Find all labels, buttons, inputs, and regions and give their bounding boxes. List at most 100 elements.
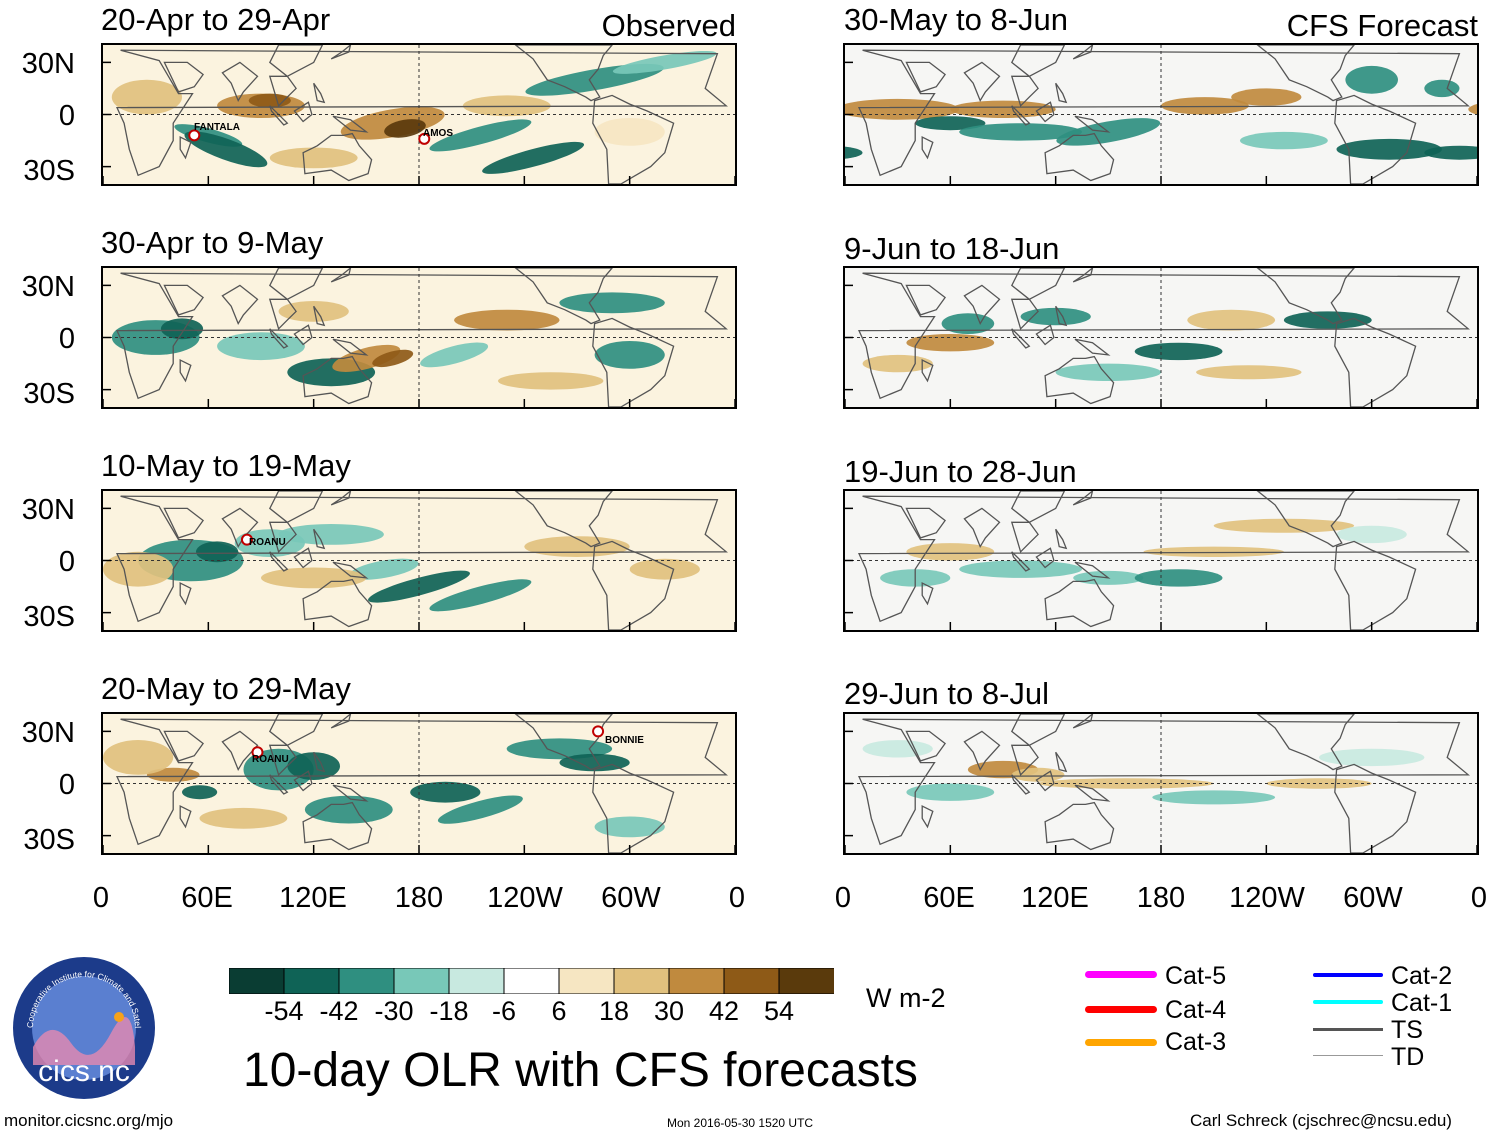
coastline-3 — [1010, 45, 1066, 78]
olr-anomaly-obs3-6 — [429, 579, 532, 612]
coastline-13 — [313, 751, 326, 773]
cb-tick-4: -6 — [491, 996, 516, 1026]
coastline-0 — [115, 495, 728, 623]
observed-label: Observed — [601, 8, 736, 43]
coastline-1 — [963, 730, 1001, 772]
coastline-4 — [293, 101, 313, 123]
coastline-10 — [1256, 491, 1355, 548]
colorbar-units: W m-2 — [866, 983, 946, 1013]
coastline-6 — [1074, 338, 1111, 356]
coastline-11 — [592, 94, 675, 184]
coastline-10 — [514, 714, 613, 771]
coastline-10 — [514, 45, 613, 102]
coastline-5 — [1011, 551, 1031, 572]
map-fcst-4 — [843, 712, 1479, 855]
map-obs-1 — [101, 43, 737, 186]
coastline-6 — [332, 115, 369, 133]
coastline-9 — [163, 284, 204, 316]
olr-anomaly-obs2-7 — [454, 309, 560, 331]
lat-0-1: 0 — [58, 100, 75, 132]
legend-label-cat1: Cat-1 — [1391, 989, 1453, 1017]
coastline-12 — [330, 491, 352, 506]
coastline-8 — [179, 582, 192, 606]
map-obs-4-svg — [103, 714, 735, 853]
coastline-7 — [1044, 132, 1115, 182]
colorbar — [228, 967, 835, 995]
coastline-11 — [592, 317, 675, 407]
olr-anomaly-obs4-7 — [506, 738, 613, 760]
coastline-13 — [1055, 528, 1068, 550]
storm-label-roanu-1: ROANU — [249, 537, 286, 548]
olr-anomaly-obs3-10 — [629, 558, 700, 580]
olr-anomaly-fc4-4 — [1152, 790, 1276, 805]
olr-anomaly-obs2-6 — [420, 342, 489, 368]
olr-anomaly-obs1-6 — [429, 119, 532, 152]
olr-anomaly-obs2-9 — [594, 341, 665, 369]
cb-tick-9: 54 — [763, 996, 795, 1026]
logo-text: cics.nc — [38, 1055, 130, 1088]
lon-0end-a: 0 — [728, 882, 746, 914]
coastline-4 — [1035, 324, 1055, 346]
coastline-10 — [1256, 45, 1355, 102]
cfs-forecast-label: CFS Forecast — [1286, 8, 1478, 43]
storm-marker-obs4-0 — [251, 746, 264, 759]
map-obs-3 — [101, 489, 737, 632]
panel-title-obs-1: 20-Apr to 29-Apr — [101, 2, 331, 37]
olr-anomaly-fc3-5 — [1213, 518, 1355, 533]
olr-anomaly-fc1-5 — [1161, 97, 1249, 115]
colorbar-swatch-0 — [228, 967, 285, 995]
coastline-11 — [1334, 540, 1417, 630]
panel-title-fcst-2: 9-Jun to 18-Jun — [844, 231, 1060, 266]
coastline-12 — [330, 268, 352, 283]
coastline-7 — [302, 578, 373, 628]
storm-label-fantala: FANTALA — [194, 122, 240, 133]
lon-0-b: 0 — [834, 882, 852, 914]
olr-anomaly-obs3-4 — [349, 558, 419, 580]
storm-label-roanu-2: ROANU — [252, 754, 289, 765]
lat-30s-4: 30S — [23, 824, 75, 856]
olr-anomaly-obs2-1 — [160, 318, 204, 340]
olr-anomaly-fc2-4 — [1187, 309, 1276, 331]
coastline-7 — [302, 355, 373, 405]
coastline-3 — [268, 491, 324, 524]
coastline-7 — [302, 801, 373, 851]
olr-anomaly-fc4-6 — [862, 740, 933, 758]
lon-60e-a: 60E — [181, 882, 233, 914]
coastline-9 — [163, 61, 204, 93]
panel-title-obs-2: 30-Apr to 9-May — [101, 225, 324, 260]
coastline-0 — [115, 49, 728, 177]
olr-anomaly-fc1-6 — [1231, 88, 1302, 106]
lat-0-4: 0 — [58, 769, 75, 801]
olr-anomaly-obs4-5 — [410, 781, 481, 803]
coastline-7 — [1044, 578, 1115, 628]
coastline-9 — [905, 730, 946, 762]
coastline-5 — [269, 774, 289, 795]
coastline-10 — [514, 491, 613, 548]
coastline-9 — [905, 61, 946, 93]
map-fcst-3-svg — [845, 491, 1477, 630]
olr-anomaly-obs4-6 — [437, 795, 523, 824]
coastline-8 — [921, 136, 934, 160]
coastline-0 — [857, 272, 1470, 400]
legend-label-cat4: Cat-4 — [1165, 996, 1227, 1024]
olr-anomaly-obs2-5 — [372, 349, 414, 368]
olr-anomaly-fc1-0-wrap — [1468, 103, 1477, 115]
olr-anomaly-obs2-4 — [332, 344, 401, 372]
lon-60w-b: 60W — [1343, 882, 1403, 914]
coastline-12 — [330, 45, 352, 60]
olr-anomaly-obs4-3 — [287, 752, 340, 780]
panel-title-fcst-1: 30-May to 8-Jun — [844, 2, 1068, 37]
olr-anomaly-fc3-4 — [1143, 546, 1284, 557]
olr-anomaly-fc1-9 — [1336, 138, 1442, 160]
olr-anomaly-fc4-7 — [1319, 748, 1425, 767]
coastline-8 — [921, 359, 934, 383]
olr-anomaly-obs2-8 — [559, 292, 665, 314]
colorbar-swatch-3 — [393, 967, 450, 995]
lon-0end-b: 0 — [1470, 882, 1488, 914]
lat-30n-4: 30N — [21, 717, 75, 749]
map-fcst-4-svg — [845, 714, 1477, 853]
map-fcst-2 — [843, 266, 1479, 409]
coastline-1 — [963, 61, 1001, 103]
olr-anomaly-fc2-2 — [1020, 307, 1091, 326]
map-fcst-2-svg — [845, 268, 1477, 407]
